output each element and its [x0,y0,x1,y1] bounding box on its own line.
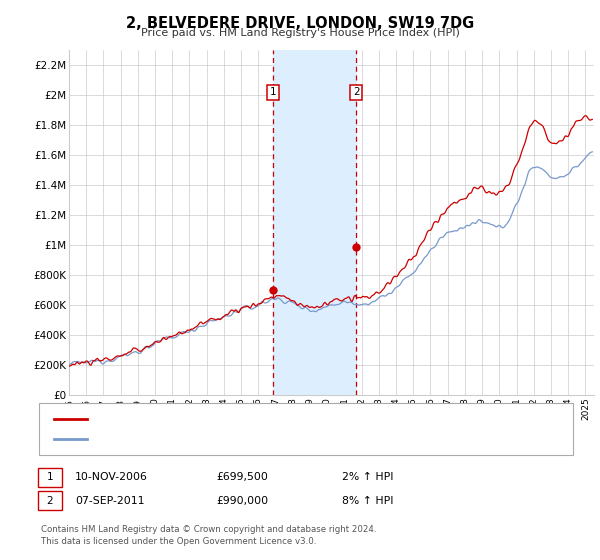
Text: 8% ↑ HPI: 8% ↑ HPI [342,496,394,506]
Text: 2, BELVEDERE DRIVE, LONDON, SW19 7DG (detached house): 2, BELVEDERE DRIVE, LONDON, SW19 7DG (de… [93,414,403,424]
Bar [274,50,356,395]
Text: 10-NOV-2006: 10-NOV-2006 [75,472,148,482]
Text: 2: 2 [353,87,359,97]
Text: Contains HM Land Registry data © Crown copyright and database right 2024.
This d: Contains HM Land Registry data © Crown c… [41,525,376,546]
Text: £699,500: £699,500 [216,472,268,482]
Text: Price paid vs. HM Land Registry's House Price Index (HPI): Price paid vs. HM Land Registry's House … [140,28,460,38]
Text: 2% ↑ HPI: 2% ↑ HPI [342,472,394,482]
Text: 2: 2 [46,496,53,506]
Text: 1: 1 [270,87,277,97]
Text: HPI: Average price, detached house, Merton: HPI: Average price, detached house, Mert… [93,434,315,444]
Text: 2, BELVEDERE DRIVE, LONDON, SW19 7DG: 2, BELVEDERE DRIVE, LONDON, SW19 7DG [126,16,474,31]
Text: £990,000: £990,000 [216,496,268,506]
Text: 07-SEP-2011: 07-SEP-2011 [75,496,145,506]
Text: 1: 1 [46,472,53,482]
